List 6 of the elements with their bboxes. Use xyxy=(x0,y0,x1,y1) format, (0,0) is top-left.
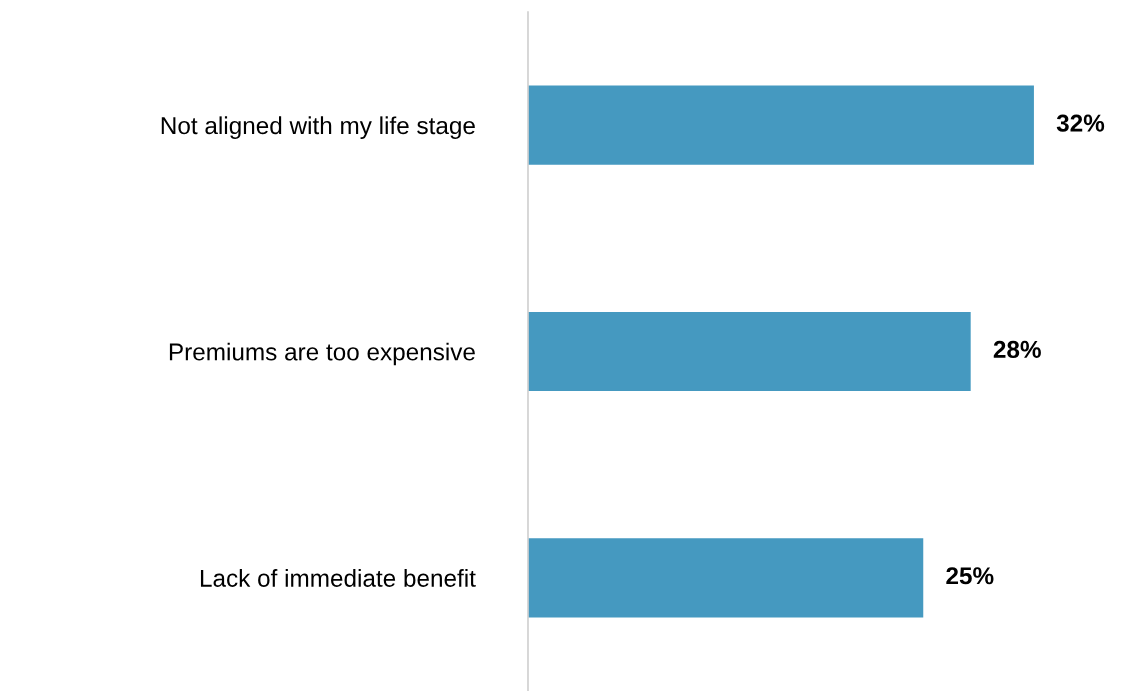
y-tick-label: Premiums are too expensive xyxy=(169,342,475,366)
data-label: 28% xyxy=(993,340,1041,359)
data-label: 25% xyxy=(946,567,994,585)
y-tick-label: Not aligned with my life stage xyxy=(161,116,475,140)
y-tick-label: Lack of immediate benefit xyxy=(200,569,476,587)
data-label: 32% xyxy=(1056,114,1105,132)
